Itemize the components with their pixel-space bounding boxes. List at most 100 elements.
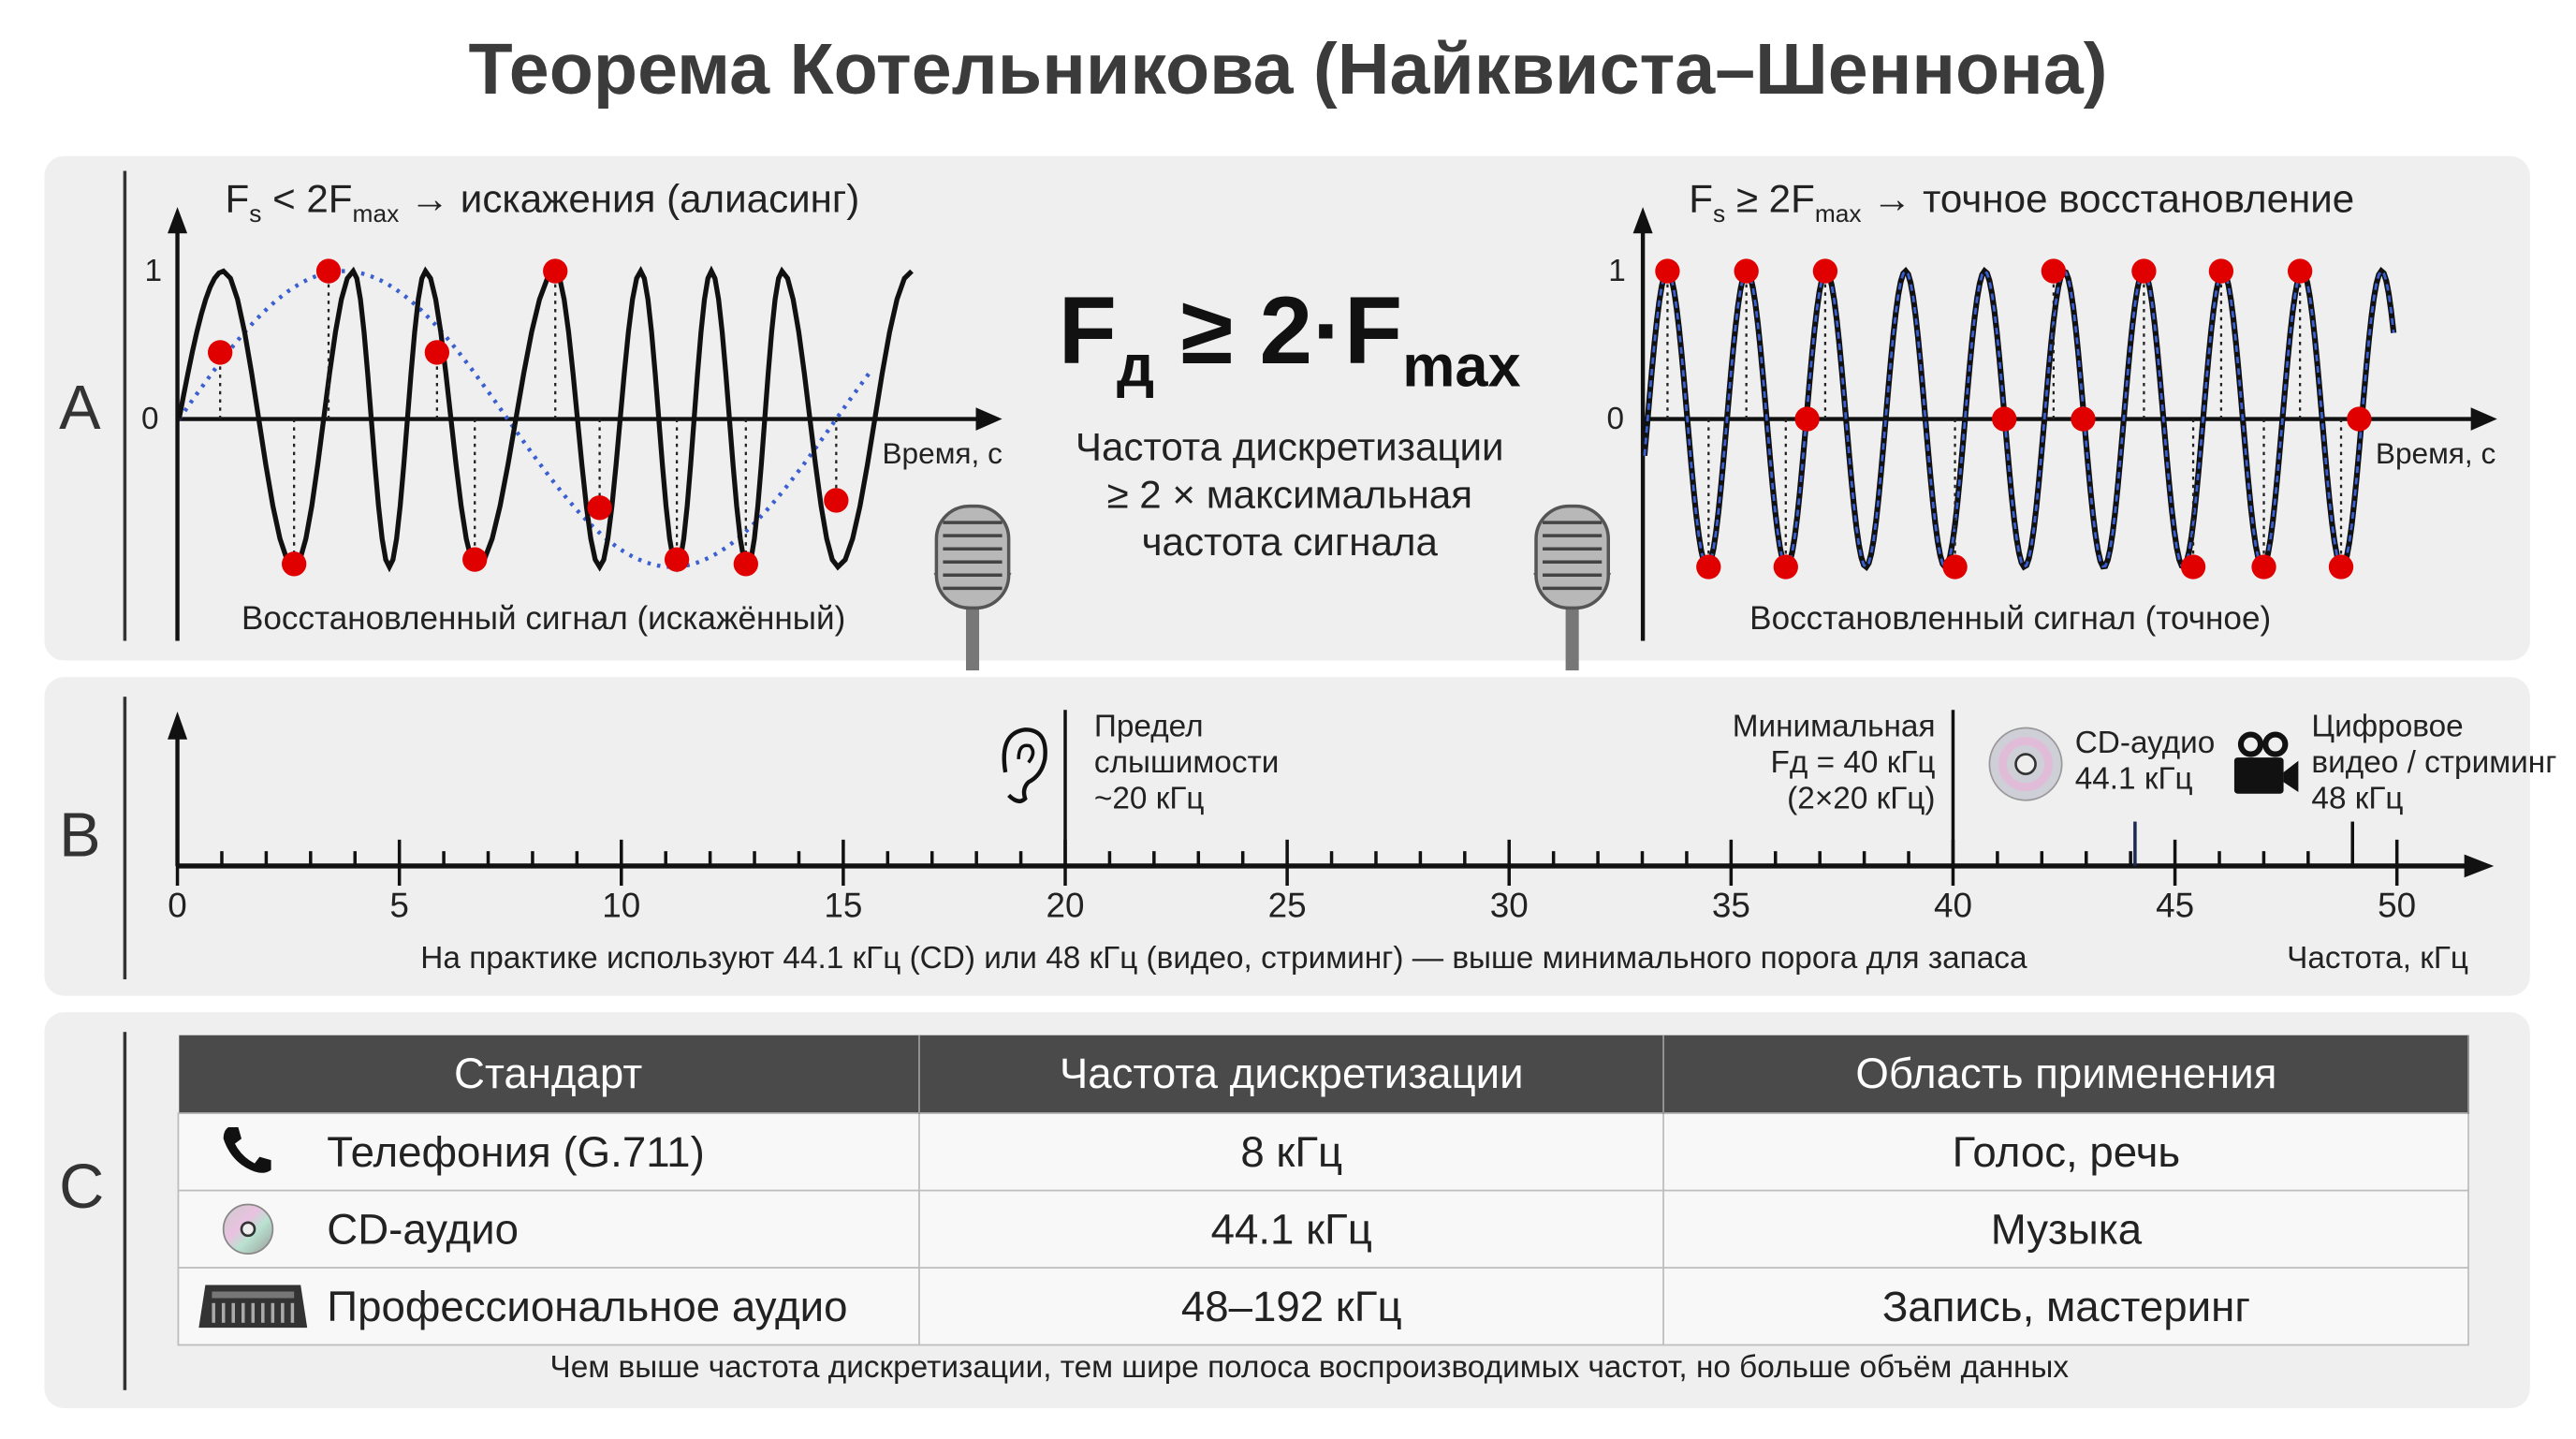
sample-point <box>1696 554 1721 580</box>
tick-label: 20 <box>1046 886 1085 924</box>
use-cell: Голос, речь <box>1662 1112 2469 1192</box>
frequency-axis-label: Частота, кГц <box>2287 941 2468 976</box>
sample-point <box>543 258 568 284</box>
y-tick-1: 1 <box>144 255 163 289</box>
sample-point <box>315 258 342 284</box>
standard-name: Профессиональное аудио <box>327 1281 848 1330</box>
reconstructed-exact-curve <box>1643 269 2395 569</box>
table-row: Профессиональное аудио 48–192 кГц Запись… <box>177 1267 2469 1346</box>
tick-label: 25 <box>1268 886 1307 924</box>
video-camera-icon <box>2233 757 2284 794</box>
sample-point <box>1773 554 1798 580</box>
sample-point <box>587 495 612 521</box>
table-header-row: Стандарт Частота дискретизации Область п… <box>178 1035 2469 1114</box>
x-axis-label-right: Время, с <box>2375 436 2496 470</box>
nyquist-formula: Fд ≥ 2·Fmax <box>1058 277 1521 400</box>
practice-note: На практике используют 44.1 кГц (CD) или… <box>420 941 2027 976</box>
page-title: Теорема Котельникова (Найквиста–Шеннона) <box>468 29 2108 110</box>
video-rate-label: Цифровое видео / стриминг 48 кГц <box>2311 710 2557 817</box>
tick-label: 0 <box>168 886 187 924</box>
column-header: Стандарт <box>178 1035 920 1114</box>
distorted-signal-label: Восстановленный сигнал (искажённый) <box>241 601 846 638</box>
sample-point <box>824 488 849 513</box>
microphone-icon <box>1533 504 1612 671</box>
hearing-limit-label: Предел слышимости ~20 кГц <box>1093 710 1280 817</box>
sampling-standards-table: Стандарт Частота дискретизации Область п… <box>177 1035 2469 1346</box>
x-axis-label: Время, с <box>882 436 1003 470</box>
tick-label: 10 <box>602 886 640 924</box>
rate-cell: 48–192 кГц <box>917 1267 1665 1346</box>
column-header: Область применения <box>1663 1035 2469 1114</box>
sample-point <box>2328 554 2354 580</box>
right-y-axis-arrow <box>1632 207 1653 234</box>
table-row: Телефония (G.711) 8 кГц Голос, речь <box>177 1112 2469 1192</box>
rate-cell: 8 кГц <box>917 1112 1665 1192</box>
y-tick-0-right: 0 <box>1606 402 1625 437</box>
exact-signal-label: Восстановленный сигнал (точное) <box>1749 601 2272 638</box>
video-camera-icon-reel <box>2262 731 2289 757</box>
mixing-console-icon <box>198 1285 308 1329</box>
formula-line: Частота дискретизации <box>1075 425 1504 470</box>
ear-icon-inner <box>1017 743 1035 764</box>
sample-point <box>2131 258 2157 284</box>
right-x-axis-arrow <box>2470 407 2497 431</box>
cd-icon <box>222 1203 274 1255</box>
cd-icon-shine <box>1998 737 2053 792</box>
tick-label: 30 <box>1490 886 1529 924</box>
standard-name: CD-аудио <box>327 1203 520 1254</box>
sample-point <box>1794 406 1820 432</box>
tick-label: 35 <box>1712 886 1750 924</box>
sample-point <box>733 551 758 577</box>
sample-point <box>2251 554 2276 580</box>
ear-icon <box>1002 727 1047 803</box>
panel-a-letter: A <box>59 374 101 444</box>
formula-line: ≥ 2 × максимальная <box>1106 473 1473 518</box>
video-camera-icon-reel <box>2237 731 2264 757</box>
panel-c-letter: C <box>59 1153 105 1223</box>
tick-label: 45 <box>2156 886 2194 924</box>
sample-point <box>2208 258 2234 284</box>
table-note: Чем выше частота дискретизации, тем шире… <box>549 1350 2070 1386</box>
original-signal-curve <box>176 265 914 573</box>
sample-point <box>1992 406 2017 432</box>
microphone-icon <box>933 504 1012 671</box>
y-tick-1-right: 1 <box>1608 255 1626 289</box>
sample-point <box>1942 554 1968 580</box>
standard-name: Телефония (G.711) <box>327 1126 705 1176</box>
panel-b <box>44 677 2530 996</box>
y-tick-0: 0 <box>140 402 159 437</box>
sample-point <box>664 547 690 572</box>
formula-explanation: Частота дискретизации ≥ 2 × максимальная… <box>1018 424 1560 567</box>
panel-c-divider <box>123 1032 127 1390</box>
panel-b-divider <box>123 697 127 980</box>
column-header: Частота дискретизации <box>918 1035 1665 1114</box>
cd-icon-hole <box>2014 753 2037 775</box>
formula-line: частота сигнала <box>1141 521 1438 565</box>
sample-point <box>424 340 450 365</box>
frequency-axis-arrow <box>2464 854 2495 878</box>
table-row: CD-аудио 44.1 кГц Музыка <box>177 1189 2469 1269</box>
sample-point <box>2071 406 2096 432</box>
phone-icon <box>223 1126 271 1173</box>
use-cell: Запись, мастеринг <box>1662 1267 2469 1346</box>
left-x-axis-arrow <box>975 407 1003 431</box>
left-y-axis-arrow <box>168 207 188 234</box>
rate-cell: 44.1 кГц <box>917 1189 1665 1269</box>
sample-point <box>208 340 233 365</box>
tick-label: 5 <box>389 886 409 924</box>
vertical-axis-arrow <box>168 711 188 740</box>
panel-a <box>44 155 2530 661</box>
panel-a-divider <box>123 170 127 641</box>
panel-b-letter: B <box>59 801 101 872</box>
min-rate-label: Минимальная Fд = 40 кГц (2×20 кГц) <box>1732 710 1936 817</box>
exact-caption: Fs ≥ 2Fmax → точное восстановление <box>1689 177 2355 228</box>
sample-point <box>281 551 307 577</box>
tick-label: 40 <box>1934 886 1972 924</box>
sample-point <box>2287 258 2313 284</box>
aliasing-caption: Fs < 2Fmax → искажения (алиасинг) <box>225 177 860 228</box>
sample-point <box>1812 258 1838 284</box>
sample-point <box>1734 258 1759 284</box>
